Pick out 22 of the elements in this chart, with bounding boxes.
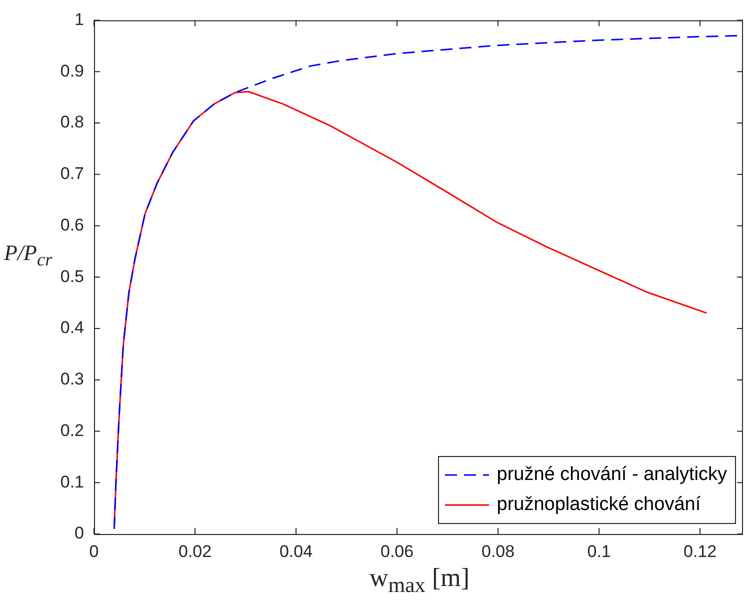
x-tick-label: 0.12 [684, 542, 717, 561]
x-tick-label: 0.02 [178, 542, 212, 561]
x-tick-label: 0 [89, 542, 99, 561]
y-tick-label: 0.6 [60, 215, 84, 234]
x-tick-label: 0.1 [587, 542, 611, 561]
legend-label: pružné chování - analyticky [496, 464, 727, 486]
y-tick-label: 0.2 [60, 420, 84, 440]
x-tick-label: 0.08 [482, 542, 515, 561]
y-tick-label: 0.8 [60, 112, 84, 132]
y-tick-label: 0.9 [60, 61, 84, 80]
x-tick-label: 0.04 [279, 542, 313, 561]
legend-label: pružnoplastické chování [496, 494, 701, 516]
y-tick-label: 0.1 [60, 472, 84, 492]
x-axis-title: w$_{max}$ [m] [368, 563, 471, 598]
y-tick-label: 0 [74, 524, 84, 543]
y-tick-label: 1 [74, 10, 84, 29]
y-tick-label: 0.3 [60, 370, 84, 389]
y-axis-title: P/P$_{cr}$ [4, 240, 52, 270]
y-tick-label: 0.7 [60, 164, 84, 184]
y-tick-label: 0.5 [60, 266, 84, 286]
x-tick-label: 0.06 [380, 542, 414, 561]
y-tick-label: 0.4 [60, 318, 84, 338]
